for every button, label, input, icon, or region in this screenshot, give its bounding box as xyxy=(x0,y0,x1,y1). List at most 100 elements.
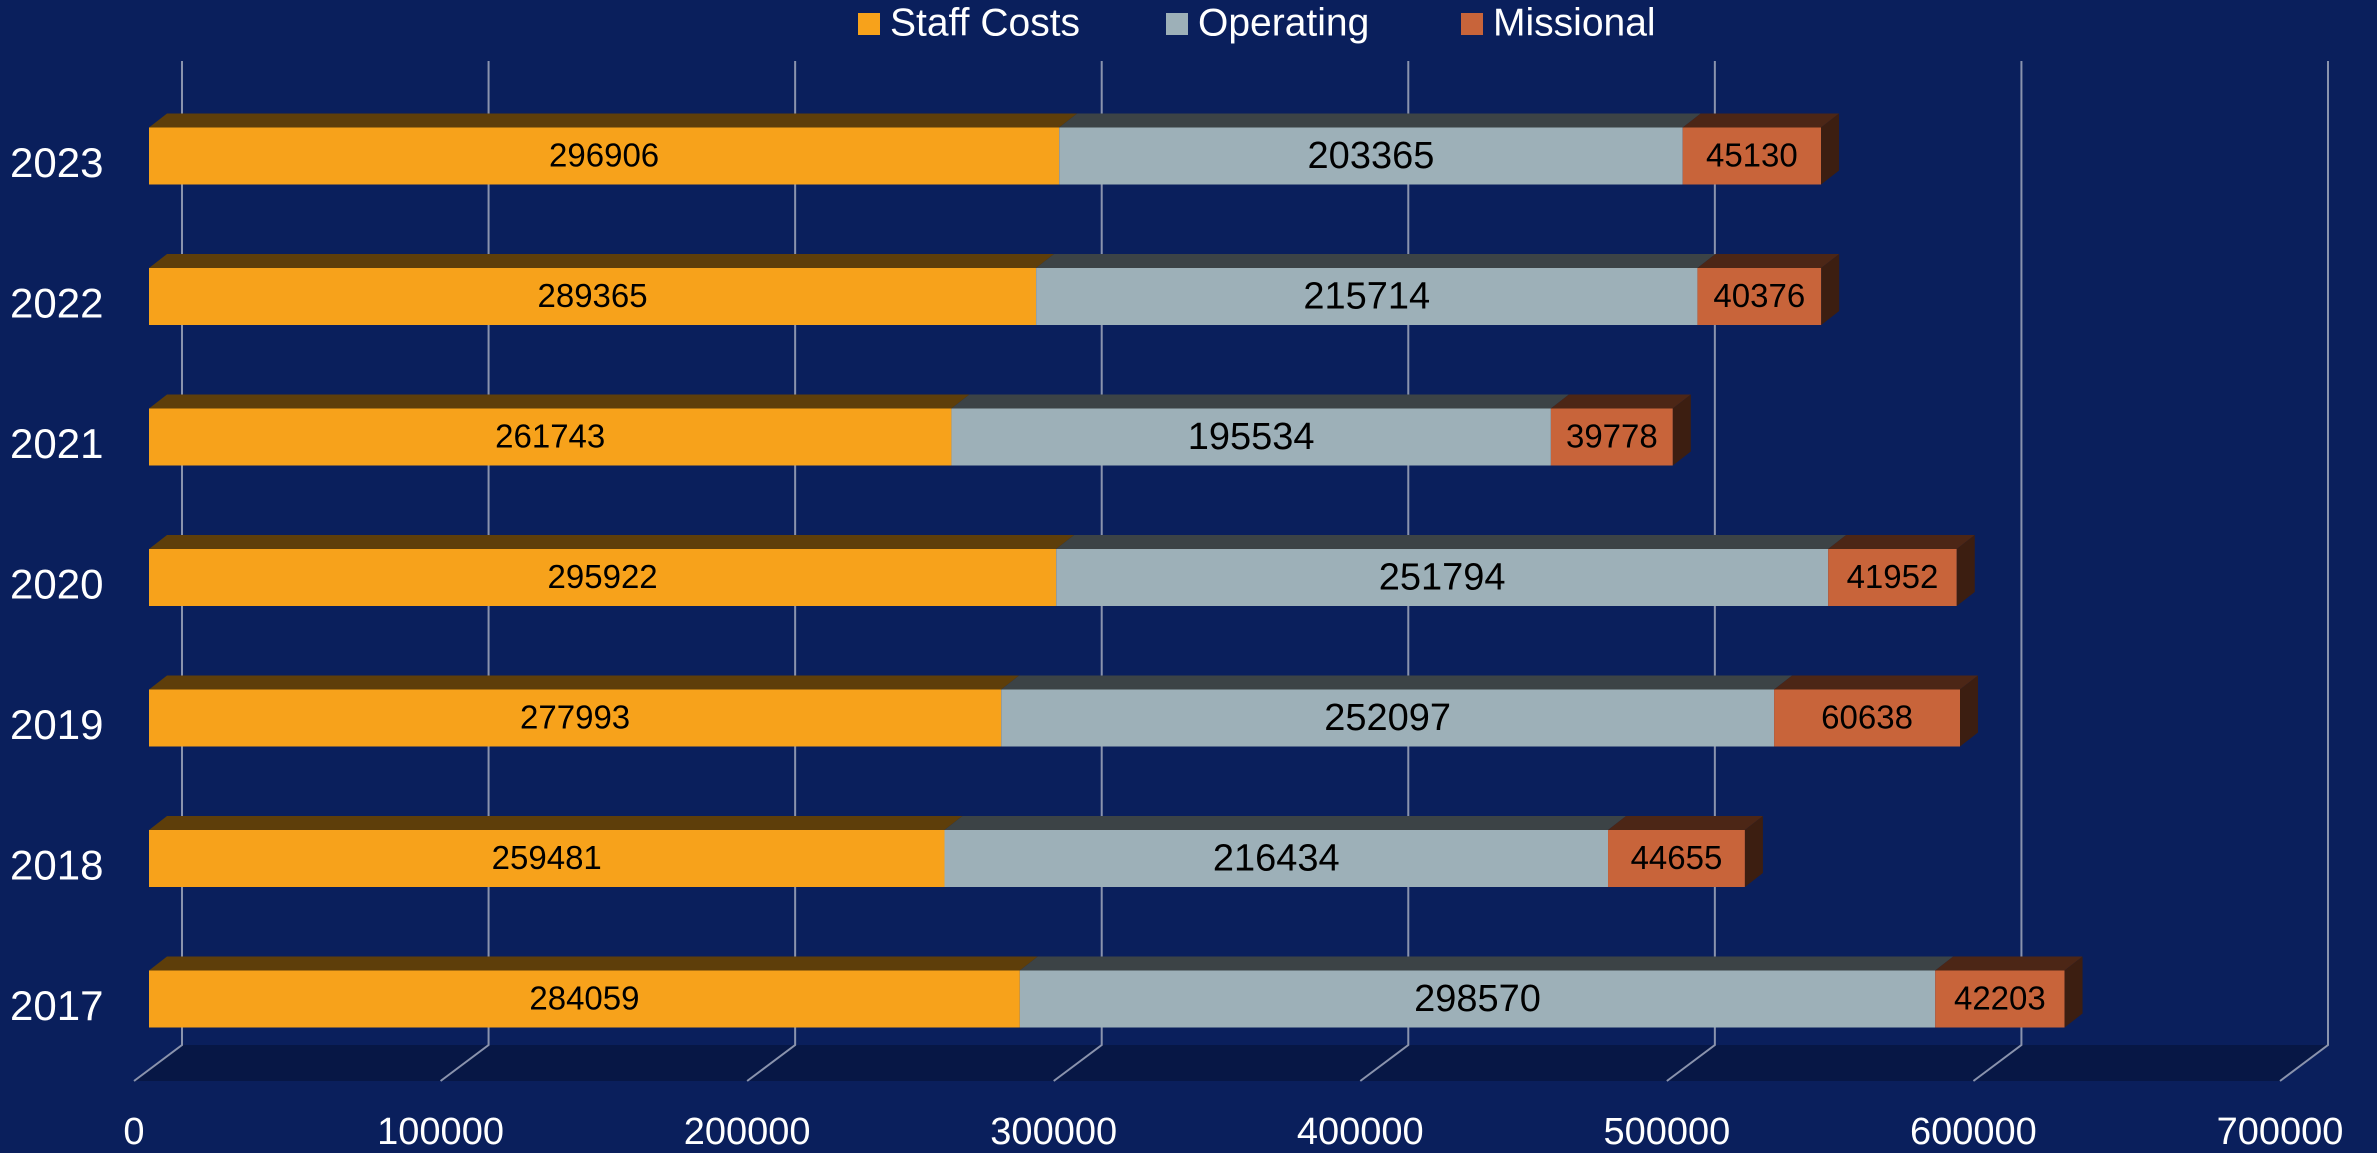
bar xyxy=(149,830,945,887)
grid-line xyxy=(1053,61,1103,1082)
value-label: 261743 xyxy=(495,418,605,455)
bar-top xyxy=(1608,816,1763,830)
y-tick-label: 2017 xyxy=(10,982,103,1029)
legend-label: Missional xyxy=(1493,1,1656,44)
floor xyxy=(134,1045,2328,1081)
x-tick-label: 700000 xyxy=(2217,1111,2344,1153)
x-tick-label: 100000 xyxy=(377,1111,504,1153)
value-label: 259481 xyxy=(492,839,602,876)
bar xyxy=(1550,408,1673,466)
value-label: 44655 xyxy=(1631,839,1723,876)
value-label: 41952 xyxy=(1847,558,1939,595)
bar-top xyxy=(1828,535,1975,549)
bar-side xyxy=(1960,675,1979,747)
value-label: 195534 xyxy=(1188,416,1315,458)
bar-top xyxy=(1056,535,1847,549)
bar xyxy=(1608,830,1745,887)
bar xyxy=(149,127,1060,185)
y-tick-label: 2021 xyxy=(10,420,103,467)
grid-line xyxy=(439,61,490,1082)
bar-top xyxy=(149,254,1055,268)
y-tick-label: 2018 xyxy=(10,842,103,889)
bar-top xyxy=(149,535,1075,549)
bar-top xyxy=(149,816,963,830)
bar-top xyxy=(149,113,1078,128)
value-label: 60638 xyxy=(1821,699,1913,736)
bar-top xyxy=(1036,254,1716,268)
bar xyxy=(1019,970,1936,1028)
y-tick-label: 2019 xyxy=(10,701,103,748)
bar xyxy=(944,830,1609,887)
value-label: 295922 xyxy=(548,558,658,595)
x-tick-label: 300000 xyxy=(990,1111,1117,1153)
grid-line xyxy=(1972,61,2023,1082)
bar-top xyxy=(1697,254,1840,268)
bar-side xyxy=(1956,535,1975,606)
bar xyxy=(149,689,1002,747)
bar xyxy=(1697,268,1822,325)
bar xyxy=(1682,127,1822,185)
bar-top xyxy=(1682,113,1840,128)
legend-swatch xyxy=(1166,13,1188,35)
value-label: 251794 xyxy=(1379,557,1506,599)
legend-swatch xyxy=(858,13,880,35)
value-label: 296906 xyxy=(549,137,659,174)
bar-top xyxy=(1550,394,1691,409)
grid-line xyxy=(1666,61,1716,1082)
bar-side xyxy=(1672,394,1691,466)
bar xyxy=(149,970,1020,1028)
value-label: 289365 xyxy=(537,277,647,314)
x-tick-label: 0 xyxy=(123,1111,144,1153)
legend-label: Operating xyxy=(1198,1,1369,44)
bar xyxy=(1828,549,1957,606)
bar xyxy=(149,549,1057,606)
bar-top xyxy=(149,675,1020,690)
bar-top xyxy=(149,394,970,409)
bar xyxy=(1036,268,1698,325)
grid-line xyxy=(746,61,797,1082)
bar xyxy=(1774,689,1961,747)
grid-line xyxy=(133,61,183,1082)
value-label: 252097 xyxy=(1324,697,1451,739)
grid-line xyxy=(2279,61,2329,1082)
bar xyxy=(1935,970,2065,1028)
bar-top xyxy=(1001,675,1793,690)
bar-side xyxy=(1821,254,1840,325)
value-label: 277993 xyxy=(520,699,630,736)
x-tick-label: 600000 xyxy=(1910,1111,2037,1153)
x-tick-label: 200000 xyxy=(684,1111,811,1153)
bar-side xyxy=(1744,816,1763,887)
bar xyxy=(951,408,1551,466)
y-tick-label: 2020 xyxy=(10,561,103,608)
value-label: 40376 xyxy=(1713,277,1805,314)
bar-top xyxy=(1774,675,1979,690)
bar xyxy=(1001,689,1775,747)
bar-side xyxy=(1821,113,1840,185)
value-label: 39778 xyxy=(1566,418,1658,455)
x-tick-label: 400000 xyxy=(1297,1111,1424,1153)
bar-top xyxy=(1019,956,1954,971)
legend-label: Staff Costs xyxy=(890,1,1080,44)
bar-top xyxy=(944,816,1627,830)
value-label: 203365 xyxy=(1308,135,1435,177)
bar xyxy=(149,408,952,466)
value-label: 45130 xyxy=(1706,137,1798,174)
bar-top xyxy=(1059,113,1701,128)
bar-top xyxy=(149,956,1038,971)
bar xyxy=(1059,127,1683,185)
bar-side xyxy=(2064,956,2083,1028)
bar-top xyxy=(951,394,1569,409)
value-label: 42203 xyxy=(1954,980,2046,1017)
value-label: 216434 xyxy=(1213,838,1340,880)
x-tick-label: 500000 xyxy=(1603,1111,1730,1153)
y-tick-label: 2022 xyxy=(10,280,103,327)
y-tick-label: 2023 xyxy=(10,139,103,186)
value-label: 215714 xyxy=(1303,276,1430,318)
value-label: 284059 xyxy=(529,980,639,1017)
value-label: 298570 xyxy=(1414,978,1541,1020)
bar xyxy=(149,268,1037,325)
bar-top xyxy=(1935,956,2083,971)
legend-swatch xyxy=(1461,13,1483,35)
